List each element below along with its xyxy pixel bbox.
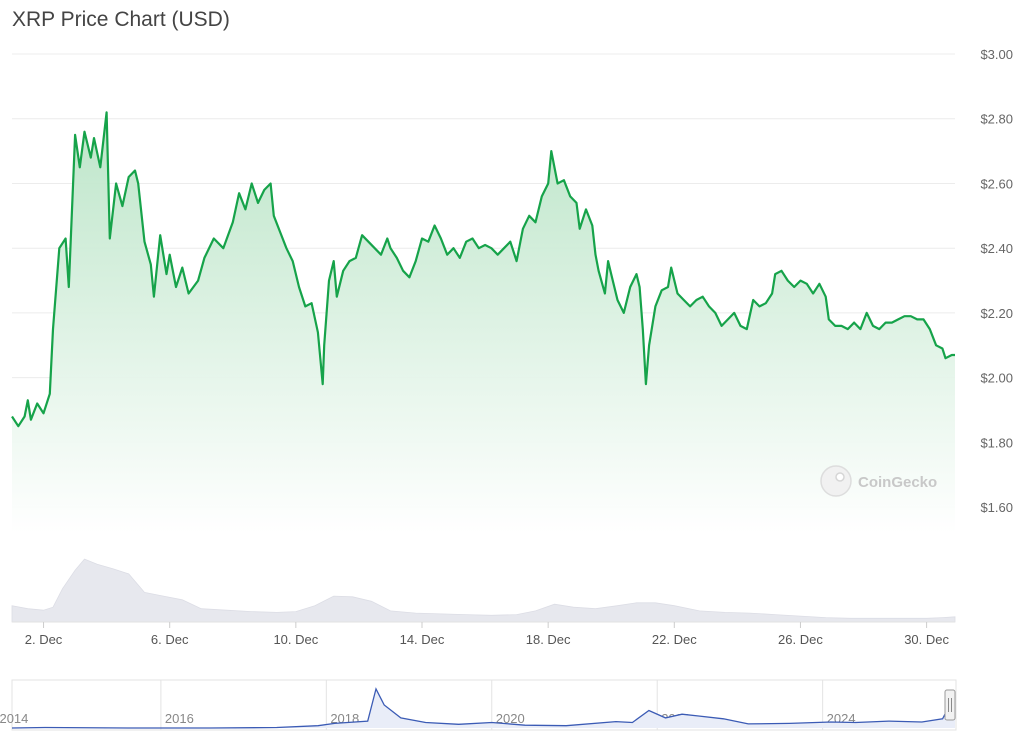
price-series-line[interactable] xyxy=(11,111,955,428)
x-axis-labels: 2. Dec 6. Dec 10. Dec 14. Dec 18. Dec 22. Dec… xyxy=(25,622,950,647)
chart-title: XRP Price Chart (USD) xyxy=(12,8,230,31)
navigator-year-label: 2016 xyxy=(165,711,194,726)
navigator-line xyxy=(11,687,956,729)
coingecko-logo-eye xyxy=(835,472,845,482)
y-tick-label: $1.60 xyxy=(980,500,1013,515)
y-tick-label: $2.20 xyxy=(980,306,1013,321)
y-tick-label: $2.40 xyxy=(980,241,1013,256)
volume-area xyxy=(11,558,956,623)
y-tick-label: $2.80 xyxy=(980,112,1013,127)
price-line[interactable] xyxy=(11,111,955,428)
y-tick-label: $2.60 xyxy=(980,176,1013,191)
navigator-frame xyxy=(11,679,957,731)
y-tick-label: $3.00 xyxy=(980,47,1013,62)
x-tick-label: 30. Dec xyxy=(904,632,949,647)
x-tick-label: 10. Dec xyxy=(273,632,318,647)
price-area-fill xyxy=(12,112,955,534)
x-tick-label: 22. Dec xyxy=(652,632,697,647)
date-range-navigator[interactable]: 201420162018202020222024 xyxy=(0,679,957,731)
navigator-series xyxy=(11,687,956,729)
price-area xyxy=(12,112,955,534)
navigator-year-label: 2020 xyxy=(496,711,525,726)
x-tick-label: 2. Dec xyxy=(25,632,63,647)
coingecko-watermark: CoinGecko xyxy=(820,465,937,497)
x-tick-label: 14. Dec xyxy=(400,632,445,647)
navigator-area xyxy=(12,688,955,728)
y-axis-labels: $3.00 $2.80 $2.60 $2.40 $2.20 $2.00 $1.80 $1.60 xyxy=(980,47,1013,515)
watermark-text: CoinGecko xyxy=(858,474,937,491)
x-tick-label: 18. Dec xyxy=(526,632,571,647)
navigator-selection-handle[interactable] xyxy=(944,689,956,721)
navigator-year-label: 2014 xyxy=(0,711,28,726)
y-tick-label: $2.00 xyxy=(980,371,1013,386)
coingecko-logo-icon xyxy=(820,465,852,497)
x-tick-label: 6. Dec xyxy=(151,632,189,647)
volume-series xyxy=(11,558,956,623)
y-tick-label: $1.80 xyxy=(980,435,1013,450)
x-tick-label: 26. Dec xyxy=(778,632,823,647)
